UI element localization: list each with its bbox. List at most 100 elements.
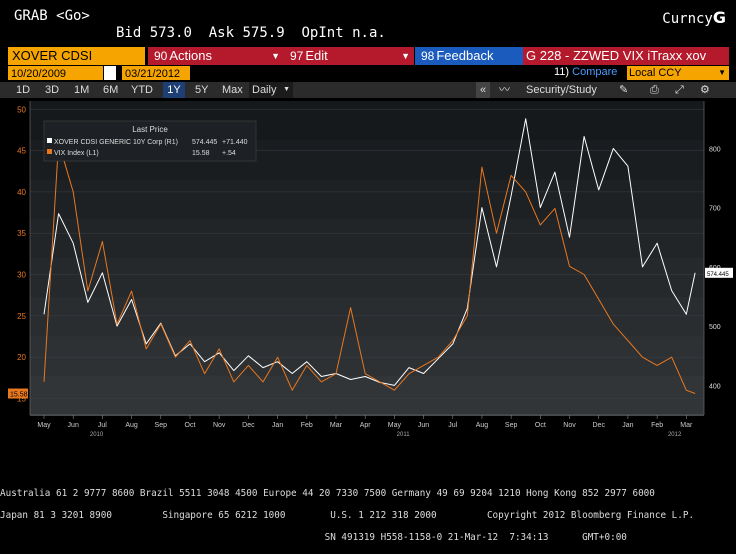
period-3d[interactable]: 3D bbox=[45, 84, 60, 96]
xover-series-line bbox=[43, 118, 696, 386]
bid-value: 573.0 bbox=[149, 25, 192, 41]
left-axis-tick: 35 bbox=[17, 229, 26, 238]
legend-series-value: 15.58 bbox=[192, 150, 210, 157]
period-ytd[interactable]: YTD bbox=[131, 84, 153, 96]
period-5y[interactable]: 5Y bbox=[195, 84, 209, 96]
x-axis-month-label: Jul bbox=[448, 422, 457, 429]
left-axis-tick: 30 bbox=[17, 271, 26, 280]
currency-select[interactable]: Local CCY ▼ bbox=[627, 66, 729, 80]
compare-num: 11) bbox=[554, 66, 570, 78]
collapse-left-icon[interactable]: « bbox=[476, 82, 490, 98]
chevron-down-icon: ▼ bbox=[283, 86, 290, 93]
legend-series-label: VIX Index (L1) bbox=[54, 150, 99, 157]
period-1m[interactable]: 1M bbox=[74, 84, 90, 96]
period-6m[interactable]: 6M bbox=[103, 84, 119, 96]
x-axis-month-label: Apr bbox=[360, 422, 372, 429]
chart-toolbar: 1D 3D 1M 6M YTD 1Y 5Y Max Daily ▼ « 〰 Sec… bbox=[0, 82, 736, 98]
x-axis-year-label: 2012 bbox=[668, 432, 682, 438]
end-date-input[interactable]: 03/21/2012 bbox=[122, 66, 190, 80]
x-axis-month-label: Jan bbox=[622, 422, 633, 429]
edit-menu[interactable]: 97 Edit ▼ bbox=[284, 47, 414, 65]
legend-series-value: 574.445 bbox=[192, 139, 217, 146]
left-last-value-text: 15.58 bbox=[10, 392, 28, 399]
frequency-select[interactable]: Daily ▼ bbox=[249, 82, 293, 98]
date-range-row: 10/20/2009 03/21/2012 11) Compare Local … bbox=[0, 66, 736, 82]
footer-contacts-1: Australia 61 2 9777 8600 Brazil 5511 304… bbox=[0, 488, 655, 499]
compare-button[interactable]: 11) Compare bbox=[554, 66, 617, 78]
price-chart[interactable]: 1520253035404550400500600700800MayJunJul… bbox=[0, 99, 736, 457]
x-axis-month-label: Dec bbox=[242, 422, 255, 429]
market-sector-label: Curncy bbox=[662, 11, 713, 27]
legend-series-change: +.54 bbox=[222, 150, 236, 157]
plot-band bbox=[30, 258, 704, 299]
x-axis-month-label: Mar bbox=[680, 422, 693, 429]
print-icon[interactable]: ⎙ bbox=[650, 84, 659, 96]
actions-label: Actions bbox=[169, 48, 212, 63]
security-study-button[interactable]: Security/Study bbox=[526, 84, 597, 96]
x-axis-month-label: Oct bbox=[535, 422, 546, 429]
bid-label: Bid bbox=[116, 25, 142, 41]
plot-band bbox=[30, 179, 704, 220]
right-axis-tick: 700 bbox=[709, 206, 721, 213]
ask-label: Ask bbox=[208, 25, 235, 41]
x-axis-month-label: Nov bbox=[563, 422, 576, 429]
legend-swatch bbox=[47, 149, 52, 154]
settings-icon[interactable]: ⚙ bbox=[700, 84, 710, 96]
left-axis-tick: 40 bbox=[17, 188, 26, 197]
left-last-value-tag bbox=[8, 388, 28, 399]
x-axis-year-label: 2011 bbox=[397, 432, 411, 438]
actions-menu[interactable]: 90 Actions ▼ bbox=[148, 47, 284, 65]
x-axis-month-label: Jul bbox=[98, 422, 107, 429]
x-axis-month-label: Oct bbox=[185, 422, 196, 429]
period-1d[interactable]: 1D bbox=[16, 84, 31, 96]
x-axis-month-label: Nov bbox=[213, 422, 226, 429]
zoom-icon[interactable]: ⤢ bbox=[675, 84, 684, 96]
market-sector: CurncyG bbox=[662, 8, 726, 27]
security-title: G 228 - ZZWED VIX iTraxx xov bbox=[523, 47, 729, 65]
calendar-icon[interactable] bbox=[104, 66, 116, 80]
plot-band bbox=[30, 375, 704, 416]
right-last-value-text: 574.445 bbox=[707, 272, 729, 278]
edit-label: Edit bbox=[305, 48, 328, 63]
feedback-label: Feedback bbox=[436, 48, 494, 63]
footer-contacts-2: Japan 81 3 3201 8900 Singapore 65 6212 1… bbox=[0, 510, 695, 521]
x-axis-month-label: Feb bbox=[651, 422, 663, 429]
note-icon[interactable]: ✎ bbox=[619, 84, 629, 96]
compare-label: Compare bbox=[572, 66, 618, 78]
period-max[interactable]: Max bbox=[222, 84, 243, 96]
command-line[interactable]: GRAB <Go> bbox=[14, 8, 90, 24]
legend-box bbox=[43, 120, 257, 162]
footer: Australia 61 2 9777 8600 Brazil 5511 304… bbox=[0, 477, 736, 554]
line-chart-icon[interactable]: 〰 bbox=[499, 84, 510, 96]
legend-series-change: +71.440 bbox=[222, 139, 248, 146]
plot-band bbox=[30, 336, 704, 377]
chart-svg: 1520253035404550400500600700800MayJunJul… bbox=[8, 101, 733, 438]
x-axis-year-label: 2010 bbox=[90, 432, 104, 438]
x-axis-month-label: Sep bbox=[155, 422, 168, 429]
period-1y[interactable]: 1Y bbox=[163, 82, 185, 98]
x-axis-month-label: May bbox=[388, 422, 402, 429]
left-axis-tick: 25 bbox=[17, 312, 26, 321]
right-last-value-tag bbox=[705, 267, 733, 278]
edit-num: 97 bbox=[290, 49, 304, 63]
currency-value: Local CCY bbox=[629, 67, 682, 79]
right-axis-tick: 500 bbox=[709, 324, 721, 331]
plot-band bbox=[30, 297, 704, 338]
feedback-button[interactable]: 98 Feedback bbox=[415, 47, 523, 65]
x-axis-month-label: May bbox=[37, 422, 51, 429]
chevron-down-icon: ▼ bbox=[271, 51, 280, 61]
x-axis-month-label: Jun bbox=[418, 422, 429, 429]
left-axis-tick: 15 bbox=[17, 394, 26, 403]
left-axis-tick: 50 bbox=[17, 105, 26, 114]
feedback-num: 98 bbox=[421, 49, 435, 63]
ticker-field[interactable]: XOVER CDSI GENERI bbox=[8, 47, 145, 81]
chevron-down-icon: ▼ bbox=[401, 51, 410, 61]
legend-swatch bbox=[47, 138, 52, 143]
start-date-input[interactable]: 10/20/2009 bbox=[8, 66, 103, 80]
chevron-down-icon: ▼ bbox=[718, 68, 726, 77]
vix-series-line bbox=[43, 141, 696, 394]
openinterest-label: OpInt bbox=[301, 25, 344, 41]
x-axis-month-label: Aug bbox=[476, 422, 489, 429]
actions-num: 90 bbox=[154, 49, 168, 63]
ask-value: 575.9 bbox=[242, 25, 285, 41]
